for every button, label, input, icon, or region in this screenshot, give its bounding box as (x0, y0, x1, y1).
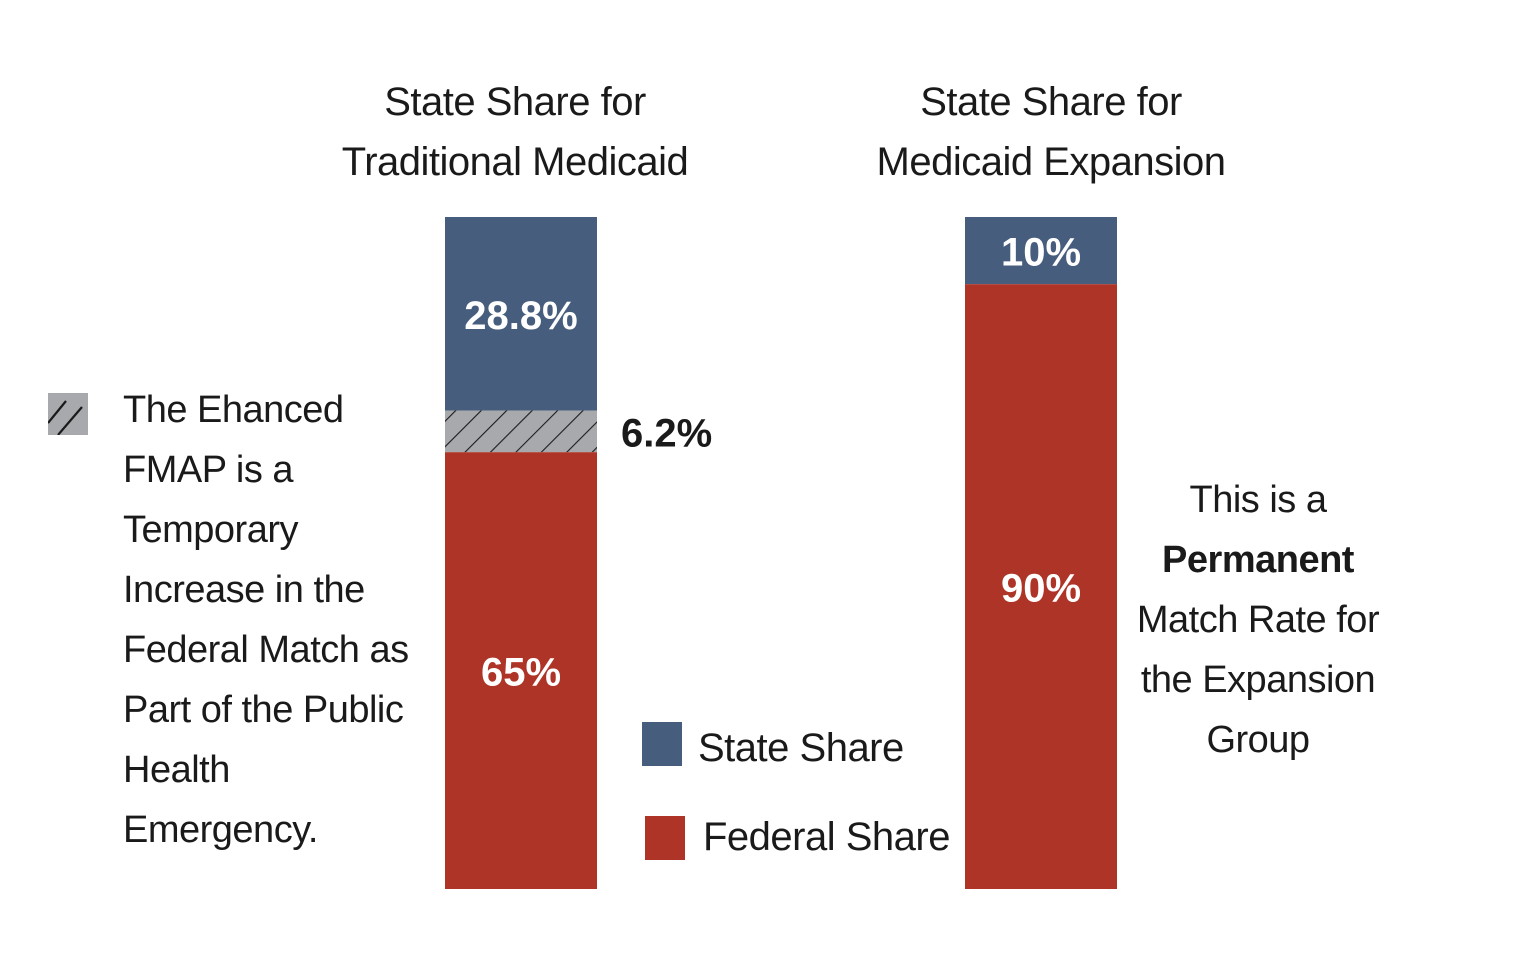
data-label: 6.2% (621, 411, 712, 455)
data-label: 28.8% (464, 294, 577, 338)
data-label: 65% (481, 651, 561, 695)
note-line: Part of the Public (123, 689, 404, 731)
bar-segment-state-share (965, 217, 1117, 285)
title-line: Medicaid Expansion (876, 140, 1227, 184)
note-line: Match Rate for (1136, 599, 1380, 641)
enhanced-fmap-note: The Ehanced FMAP is a Temporary Increase… (123, 380, 423, 860)
title-line: State Share for (920, 80, 1182, 124)
legend-swatch-state (642, 722, 682, 766)
title-line: Traditional Medicaid (341, 140, 689, 184)
chart-title-expansion: State Share for Medicaid Expansion (866, 72, 1236, 192)
permanent-note: This is a Permanent Match Rate for the E… (1130, 470, 1386, 770)
legend-label-federal: Federal Share (703, 815, 950, 859)
note-line: Emergency. (123, 809, 318, 851)
note-line: Increase in the (123, 569, 365, 611)
hatch-legend-swatch (48, 393, 88, 435)
chart-title-traditional: State Share for Traditional Medicaid (330, 72, 700, 192)
bar-segment-federal-share (445, 452, 597, 889)
bar-segment-federal-share (965, 284, 1117, 889)
legend-swatch-federal (645, 816, 685, 860)
bar-segment-the-ehanced-fmap (445, 410, 597, 453)
note-line: Health (123, 749, 230, 791)
legend-label-state: State Share (698, 726, 904, 770)
note-line-bold: Permanent (1130, 530, 1386, 590)
data-label: 90% (1001, 567, 1081, 611)
bar-segment-state-share (445, 217, 597, 411)
note-line: Temporary (123, 509, 299, 551)
note-line: FMAP is a (123, 449, 294, 491)
note-line: Group (1206, 719, 1310, 761)
title-line: State Share for (384, 80, 646, 124)
data-label: 10% (1001, 231, 1081, 275)
note-line: the Expansion (1140, 659, 1376, 701)
note-line: The Ehanced (123, 389, 344, 431)
note-line: Federal Match as (123, 629, 409, 671)
note-bold-word: Permanent (1162, 539, 1354, 581)
note-line: This is a (1189, 479, 1327, 521)
